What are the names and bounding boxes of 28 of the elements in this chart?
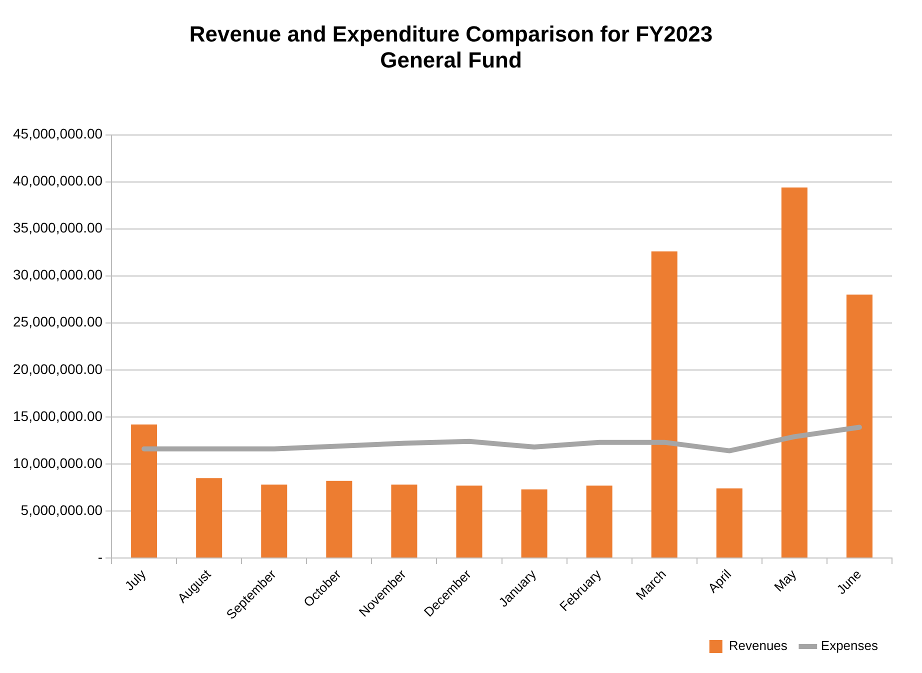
chart-subtitle: General Fund	[380, 48, 522, 73]
bar	[846, 294, 872, 558]
y-tick-label: 40,000,000.00	[13, 172, 103, 189]
bar	[326, 480, 352, 558]
legend-label: Revenues	[728, 638, 788, 654]
y-tick-label: 45,000,000.00	[13, 126, 103, 142]
bar	[131, 424, 158, 558]
y-tick-label: 15,000,000.00	[13, 408, 103, 424]
bar	[456, 486, 482, 558]
y-tick-label: 5,000,000.00	[20, 502, 103, 518]
y-tick-label: 25,000,000.00	[13, 314, 103, 330]
legend-label: Expenses	[820, 638, 878, 654]
bar	[781, 187, 808, 558]
bar	[716, 488, 742, 558]
bar	[391, 484, 418, 558]
y-tick-label: 20,000,000.00	[13, 360, 103, 377]
x-tick-label: May	[771, 566, 800, 595]
x-tick-label: July	[122, 566, 150, 594]
chart-title: Revenue and Expenditure Comparison for FY2023	[189, 21, 713, 46]
bar	[521, 489, 548, 558]
y-tick-label: -	[98, 548, 103, 565]
y-tick-label: 30,000,000.00	[13, 266, 103, 283]
bar	[651, 251, 678, 558]
bar	[586, 486, 612, 558]
bar	[196, 478, 222, 558]
y-tick-label: 35,000,000.00	[13, 220, 103, 236]
bar	[261, 484, 288, 558]
y-tick-label: 10,000,000.00	[13, 454, 103, 471]
